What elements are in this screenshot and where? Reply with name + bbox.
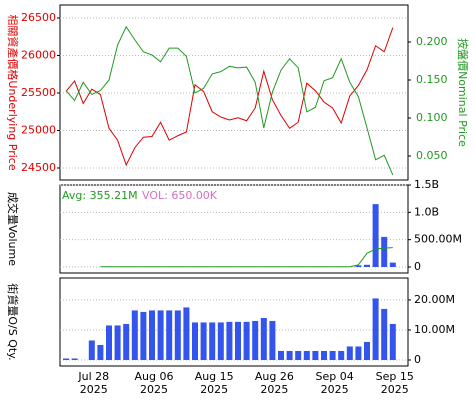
x-tick-label: Sep 15 2025 (375, 370, 414, 396)
bar (389, 323, 396, 360)
panel (59, 277, 409, 367)
bar (346, 346, 353, 360)
bar (97, 344, 104, 360)
y-tick-label: 25500 (21, 86, 56, 99)
bar (88, 340, 95, 360)
bar (355, 346, 362, 360)
bar (321, 350, 327, 360)
bar (278, 350, 284, 360)
bar (183, 307, 190, 360)
bar (157, 310, 164, 360)
y-tick-label: 26500 (21, 11, 56, 24)
bar (286, 350, 293, 360)
bar (295, 350, 302, 360)
bar (260, 317, 267, 360)
y-tick-label: 0.050 (416, 149, 448, 162)
line (100, 247, 393, 268)
bar (149, 310, 155, 360)
line (65, 27, 394, 167)
y-axis-title: 街貨量O/S Qty. (6, 283, 20, 360)
bar (192, 322, 198, 360)
y-tick-label: 500.00M (414, 233, 462, 246)
bar (114, 325, 121, 360)
y-tick-label: 24500 (21, 161, 56, 174)
y2-axis-title: 按盤價Nominal Price (456, 38, 470, 147)
x-tick-label: Aug 26 2025 (254, 370, 294, 396)
bar (329, 350, 336, 360)
bar (123, 323, 130, 360)
y-tick-label: 20.00M (414, 293, 455, 306)
x-tick-label: Sep 04 2025 (315, 370, 354, 396)
bar (131, 310, 138, 360)
bar (269, 320, 276, 360)
y-axis-title: 相關資產價格Underlying Price (6, 14, 20, 170)
bar (364, 341, 370, 360)
bar (63, 358, 69, 360)
bar (355, 265, 362, 267)
bar (389, 262, 396, 267)
bar (174, 310, 181, 360)
annotation: VOL: 650.00K (142, 189, 218, 202)
annotation: Avg: 355.21M (62, 189, 138, 202)
bar (372, 204, 379, 267)
y-axis-title: 成交量Volume (6, 192, 20, 266)
y-tick-label: 10.00M (414, 323, 455, 336)
y-tick-label: 1.0B (414, 205, 439, 218)
bar (200, 322, 207, 360)
bar (140, 311, 147, 360)
bar (243, 321, 250, 360)
y-tick-label: 26000 (21, 48, 56, 61)
bar (106, 325, 112, 360)
x-tick-label: Aug 06 2025 (134, 370, 174, 396)
bar (235, 321, 241, 360)
bar (252, 320, 259, 360)
bar (71, 358, 78, 360)
y-tick-label: 0.150 (416, 73, 448, 86)
y-tick-label: 0 (414, 353, 421, 366)
y-tick-label: 0.200 (416, 35, 448, 48)
bar (338, 350, 345, 360)
bar (381, 236, 388, 267)
x-tick-label: Aug 15 2025 (194, 370, 234, 396)
bar (226, 321, 233, 360)
bar (312, 350, 319, 360)
bar (372, 298, 379, 360)
bar (166, 310, 173, 360)
bar (364, 264, 370, 267)
bar (303, 350, 310, 360)
bar (381, 308, 388, 360)
y-tick-label: 1.5B (414, 178, 439, 191)
bar (209, 322, 216, 360)
x-tick-label: Jul 28 2025 (78, 370, 110, 396)
line (65, 25, 394, 176)
y-tick-label: 0 (414, 260, 421, 273)
bar (217, 322, 224, 360)
y-tick-label: 25000 (21, 123, 56, 136)
y-tick-label: 0.100 (416, 111, 448, 124)
